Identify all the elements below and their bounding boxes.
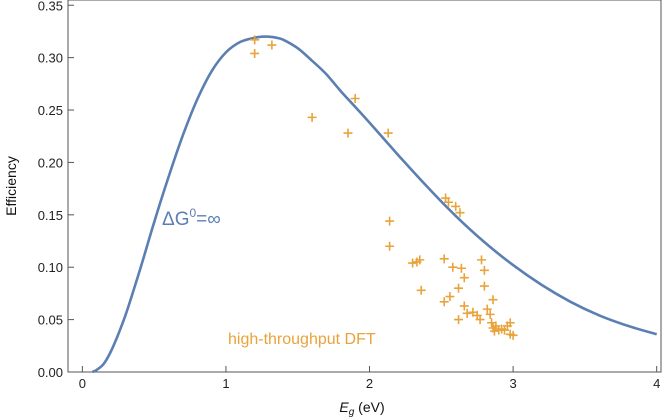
dft-data-point: [343, 128, 353, 138]
dft-data-point: [408, 258, 418, 268]
y-tick-label: 0.35: [38, 0, 63, 13]
dft-data-point: [443, 197, 453, 207]
x-tick-label: 2: [366, 376, 373, 391]
dft-data-point: [451, 201, 461, 211]
x-tick-label: 1: [222, 376, 229, 391]
dft-data-point: [479, 281, 489, 291]
dft-data-point: [455, 208, 465, 218]
dft-data-point: [416, 285, 426, 295]
dft-data-point: [445, 292, 455, 302]
dft-data-point: [385, 241, 395, 251]
x-tick-label: 3: [509, 376, 516, 391]
y-axis: 0.00 0.05 0.10 0.15 0.20 0.25 0.30 0.35: [38, 0, 74, 380]
dft-data-point: [267, 40, 277, 50]
x-axis-label: Eg (eV): [339, 399, 384, 418]
dft-data-point: [383, 128, 393, 138]
y-axis-label: Efficiency: [3, 156, 19, 216]
dft-data-point: [307, 112, 317, 122]
dft-data-point: [454, 315, 464, 325]
dft-data-point: [488, 323, 498, 333]
dft-data-point: [477, 255, 487, 265]
curve-annotation: ΔG0=∞: [162, 206, 221, 230]
dft-data-point: [459, 273, 469, 283]
dft-data-point: [385, 216, 395, 226]
dft-data-point: [505, 318, 515, 328]
dft-data-point: [459, 301, 469, 311]
y-tick-label: 0.25: [38, 103, 63, 118]
x-axis-label-main: E: [339, 399, 349, 415]
y-tick-label: 0.00: [38, 365, 63, 380]
dft-data-point: [250, 35, 260, 45]
x-tick-label: 0: [79, 376, 86, 391]
dft-data-point: [415, 255, 425, 265]
dft-data-point: [454, 283, 464, 293]
dft-data-point: [456, 263, 466, 273]
dft-data-point: [250, 48, 260, 58]
x-axis-label-unit: (eV): [354, 399, 384, 415]
dft-annotation: high-throughput DFT: [228, 331, 376, 348]
dft-data-point: [508, 330, 518, 340]
dft-data-point: [488, 295, 498, 305]
efficiency-curve-line: [91, 35, 658, 374]
curve-annotation-delta: ΔG: [162, 209, 189, 230]
curve-annotation-sup: 0: [189, 206, 196, 220]
dft-data-point: [479, 265, 489, 275]
dft-scatter-points: [250, 35, 518, 340]
x-axis-label-sub: g: [349, 407, 355, 418]
x-tick-label: 4: [653, 376, 660, 391]
dft-data-point: [485, 309, 495, 319]
dft-data-point: [482, 304, 492, 314]
dft-data-point: [439, 297, 449, 307]
plot-frame: [67, 0, 662, 373]
dft-data-point: [462, 308, 472, 318]
x-axis: 0 1 2 3 4: [79, 366, 660, 391]
y-tick-label: 0.10: [38, 260, 63, 275]
y-tick-label: 0.20: [38, 155, 63, 170]
y-tick-label: 0.30: [38, 51, 63, 66]
y-tick-label: 0.15: [38, 208, 63, 223]
dft-data-point: [439, 254, 449, 264]
y-tick-label: 0.05: [38, 313, 63, 328]
dft-data-point: [448, 262, 458, 272]
dft-data-point: [475, 315, 485, 325]
dft-data-point: [350, 94, 360, 104]
curve-annotation-rest: =∞: [196, 209, 221, 230]
